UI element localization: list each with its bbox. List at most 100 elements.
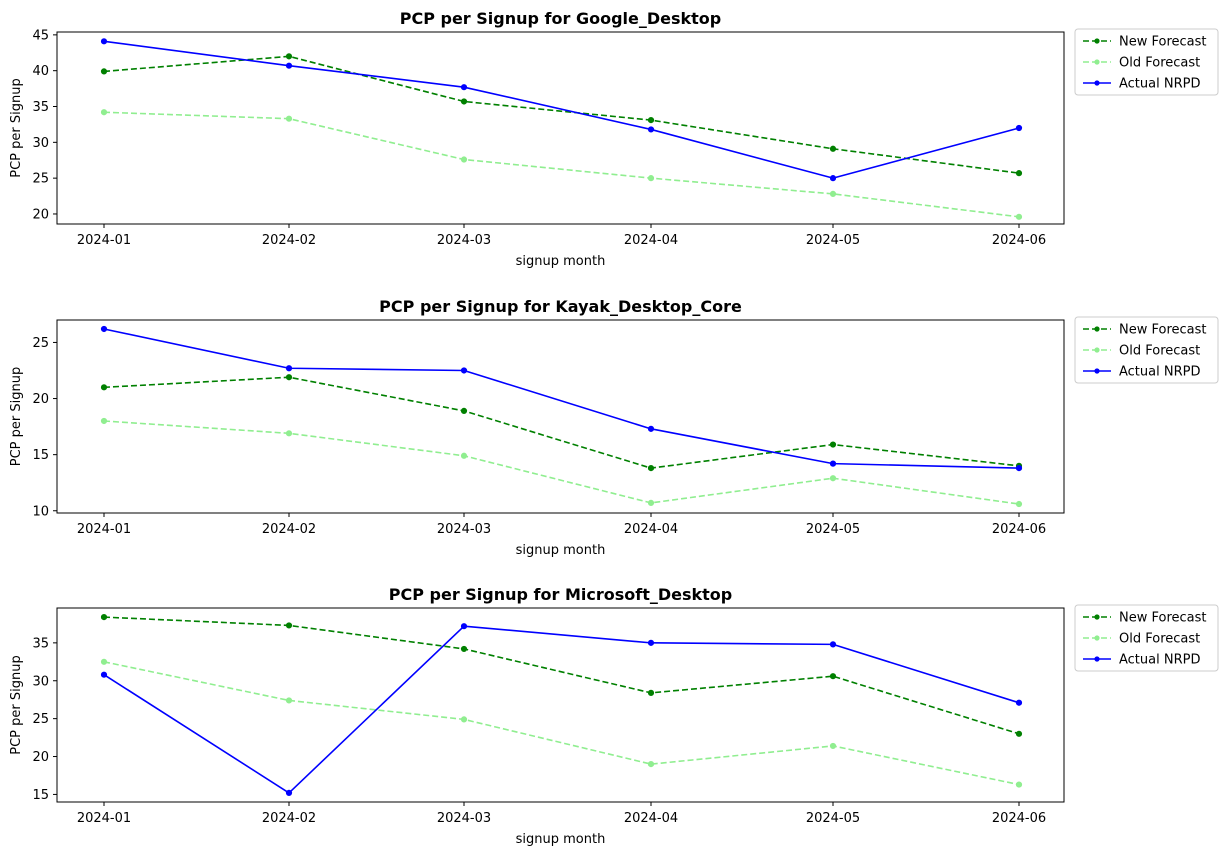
x-tick-label: 2024-05 <box>806 233 860 248</box>
data-point-actual-nrpd <box>285 62 293 69</box>
chart-title: PCP per Signup for Microsoft_Desktop <box>389 585 733 604</box>
data-point-actual-nrpd <box>1015 465 1023 472</box>
x-tick-label: 2024-06 <box>992 233 1046 248</box>
plot-frame <box>56 31 1065 225</box>
y-tick-label: 35 <box>32 100 49 115</box>
y-tick-label: 45 <box>32 28 49 43</box>
chart-panel-1: PCP per Signup for Google_Desktop 20 25 30 3… <box>9 9 1219 269</box>
legend-swatch-marker <box>1094 635 1100 641</box>
legend-label: Old Forecast <box>1119 632 1200 647</box>
y-tick-label: 15 <box>32 448 49 463</box>
legend-label: New Forecast <box>1119 323 1207 338</box>
x-tick-label: 2024-03 <box>437 233 491 248</box>
data-point-new-forecast <box>647 689 655 696</box>
legend-swatch-marker <box>1094 80 1100 86</box>
data-point-new-forecast <box>285 374 293 381</box>
x-tick-label: 2024-04 <box>624 811 678 826</box>
data-point-actual-nrpd <box>829 641 837 648</box>
y-tick-label: 40 <box>32 64 49 79</box>
legend-swatch-marker <box>1094 326 1100 332</box>
series-line-old-forecast <box>103 111 1020 218</box>
data-point-new-forecast <box>829 673 837 680</box>
data-point-old-forecast <box>285 697 293 704</box>
data-point-old-forecast <box>100 417 108 425</box>
data-point-new-forecast <box>829 441 837 448</box>
legend-label: Actual NRPD <box>1119 77 1200 92</box>
x-tick-label: 2024-06 <box>992 811 1046 826</box>
data-point-new-forecast <box>1015 730 1023 737</box>
series-line-actual-nrpd <box>103 625 1020 794</box>
data-point-actual-nrpd <box>1015 699 1023 706</box>
data-point-actual-nrpd <box>100 38 108 45</box>
y-axis-label: PCP per Signup <box>9 367 24 466</box>
data-point-new-forecast <box>285 53 293 60</box>
data-point-actual-nrpd <box>829 175 837 182</box>
x-tick-label: 2024-01 <box>77 522 131 537</box>
legend-box <box>1074 28 1219 96</box>
series-line-new-forecast <box>103 55 1020 174</box>
data-point-old-forecast <box>1015 213 1023 220</box>
data-point-old-forecast <box>647 499 655 507</box>
data-point-actual-nrpd <box>647 639 655 646</box>
x-tick-label: 2024-03 <box>437 811 491 826</box>
plot-frame <box>56 607 1065 803</box>
chart-panel-3: PCP per Signup for Microsoft_Desktop 15 20… <box>9 585 1219 847</box>
data-point-old-forecast <box>460 452 468 459</box>
x-tick-label: 2024-01 <box>77 811 131 826</box>
legend-box <box>1074 604 1219 672</box>
series-line-new-forecast <box>103 376 1020 469</box>
data-point-actual-nrpd <box>460 367 468 374</box>
series-line-actual-nrpd <box>103 40 1020 179</box>
y-tick-label: 20 <box>32 750 49 765</box>
series-line-old-forecast <box>103 420 1020 505</box>
data-point-actual-nrpd <box>647 425 655 432</box>
y-tick-label: 15 <box>32 788 49 803</box>
data-point-new-forecast <box>100 613 108 621</box>
data-point-actual-nrpd <box>285 365 293 372</box>
data-point-actual-nrpd <box>460 623 468 630</box>
legend-label: New Forecast <box>1119 611 1207 626</box>
x-tick-label: 2024-03 <box>437 522 491 537</box>
legend-swatch-marker <box>1094 59 1100 65</box>
x-tick-label: 2024-05 <box>806 522 860 537</box>
series-line-old-forecast <box>103 661 1020 786</box>
data-point-new-forecast <box>460 98 468 105</box>
plot-frame <box>56 319 1065 514</box>
y-tick-label: 25 <box>32 712 49 727</box>
y-tick-label: 35 <box>32 636 49 651</box>
data-point-old-forecast <box>829 190 837 198</box>
x-tick-label: 2024-04 <box>624 522 678 537</box>
data-point-old-forecast <box>100 109 108 116</box>
x-axis-label: signup month <box>516 832 606 847</box>
data-point-new-forecast <box>647 117 655 124</box>
data-point-actual-nrpd <box>829 460 837 467</box>
x-tick-label: 2024-02 <box>262 233 316 248</box>
x-axis-label: signup month <box>516 543 606 558</box>
data-point-old-forecast <box>647 175 655 182</box>
data-point-old-forecast <box>1015 500 1023 508</box>
series-line-new-forecast <box>103 616 1020 735</box>
data-point-old-forecast <box>460 156 468 163</box>
x-tick-label: 2024-05 <box>806 811 860 826</box>
data-point-actual-nrpd <box>100 325 108 333</box>
data-point-new-forecast <box>100 68 108 75</box>
legend-swatch-marker <box>1094 614 1100 620</box>
chart-panel-2: PCP per Signup for Kayak_Desktop_Core 10 1… <box>9 297 1219 558</box>
data-point-new-forecast <box>285 622 293 629</box>
legend-label: Actual NRPD <box>1119 365 1200 380</box>
legend-label: Old Forecast <box>1119 344 1200 359</box>
data-point-old-forecast <box>1015 781 1023 788</box>
y-tick-label: 25 <box>32 336 49 351</box>
x-tick-label: 2024-02 <box>262 522 316 537</box>
data-point-actual-nrpd <box>1015 124 1023 132</box>
x-tick-label: 2024-04 <box>624 233 678 248</box>
data-point-old-forecast <box>285 430 293 437</box>
legend-label: New Forecast <box>1119 35 1207 50</box>
y-axis-label: PCP per Signup <box>9 78 24 177</box>
data-point-old-forecast <box>647 761 655 768</box>
data-point-new-forecast <box>460 645 468 653</box>
chart-title: PCP per Signup for Google_Desktop <box>400 9 722 28</box>
legend-swatch-marker <box>1094 368 1100 374</box>
y-tick-label: 30 <box>32 674 49 689</box>
